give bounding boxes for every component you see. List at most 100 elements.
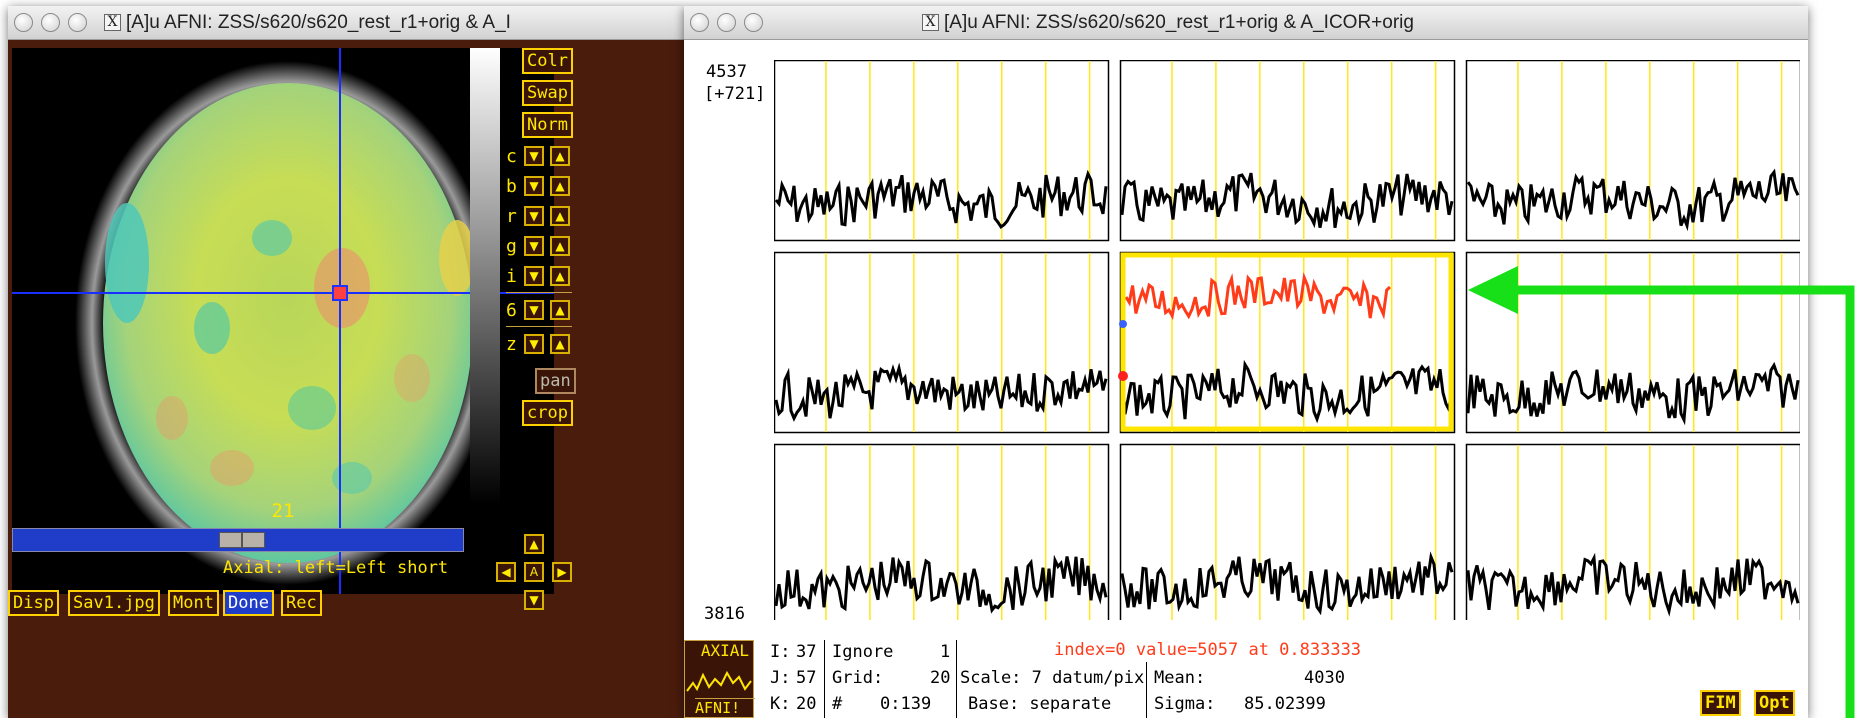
nav-left-arrow-icon[interactable]: ◀ xyxy=(496,562,516,582)
graph-cell xyxy=(773,251,1110,434)
i-up-arrow-icon[interactable]: ▲ xyxy=(550,266,570,286)
six-up-arrow-icon[interactable]: ▲ xyxy=(550,300,570,320)
divider xyxy=(824,640,825,718)
minimize-window-icon[interactable] xyxy=(717,13,736,32)
axial-brain-image[interactable] xyxy=(12,48,554,594)
afni-label: AFNI! xyxy=(695,698,755,717)
selected-voxel-highlight xyxy=(1120,252,1454,432)
minimize-window-icon[interactable] xyxy=(41,13,60,32)
close-window-icon[interactable] xyxy=(14,13,33,32)
x11-icon: X xyxy=(922,14,939,32)
image-viewer-title: [A]u AFNI: ZSS/s620/s620_rest_r1+orig & … xyxy=(126,12,511,33)
time-series-trace xyxy=(1120,359,1454,424)
mean-label: Mean: xyxy=(1154,668,1206,688)
y-axis-range: [+721] xyxy=(704,84,766,104)
y-axis-top-value: 4537 xyxy=(706,62,747,82)
mont-button[interactable]: Mont xyxy=(168,590,219,616)
six-down-arrow-icon[interactable]: ▼ xyxy=(524,300,544,320)
time-marker xyxy=(1119,320,1127,328)
norm-button[interactable]: Norm xyxy=(522,112,573,138)
ignore-value[interactable]: 1 xyxy=(940,642,951,662)
slice-number: 21 xyxy=(271,500,295,522)
graph-cell xyxy=(1119,59,1456,242)
graph-viewer-window: X [A]u AFNI: ZSS/s620/s620_rest_r1+orig &… xyxy=(684,6,1808,718)
index-text: index=0 value=5057 at 0.833333 xyxy=(1054,640,1362,660)
k-value: 20 xyxy=(796,694,817,714)
b-down-arrow-icon[interactable]: ▼ xyxy=(524,176,544,196)
divider xyxy=(1146,662,1147,718)
graph-control-strip: AXIAL AFNI! I: 37 J: 57 K: 20 Ignore 1 G… xyxy=(684,626,1808,718)
range-value[interactable]: 0:139 xyxy=(880,694,932,714)
r-down-arrow-icon[interactable]: ▼ xyxy=(524,206,544,226)
r-up-arrow-icon[interactable]: ▲ xyxy=(550,206,570,226)
grid-value[interactable]: 20 xyxy=(930,668,951,688)
graph-grid[interactable] xyxy=(773,59,1802,626)
axial-thumbnail[interactable]: AXIAL AFNI! xyxy=(684,640,755,718)
time-series-trace xyxy=(774,554,1108,614)
six-label: 6 xyxy=(506,300,517,321)
c-down-arrow-icon[interactable]: ▼ xyxy=(524,146,544,166)
z-down-arrow-icon[interactable]: ▼ xyxy=(524,334,544,354)
graph-cell xyxy=(1119,251,1456,434)
i-label: i xyxy=(506,266,517,287)
image-viewer-titlebar[interactable]: X [A]u AFNI: ZSS/s620/s620_rest_r1+orig &… xyxy=(8,6,684,40)
zoom-window-icon[interactable] xyxy=(744,13,763,32)
disp-button[interactable]: Disp xyxy=(8,590,59,616)
mean-value: 4030 xyxy=(1304,668,1345,688)
graph-cell xyxy=(1119,443,1456,626)
g-label: g xyxy=(506,236,517,257)
y-axis-bottom-value: 3816 xyxy=(704,604,745,624)
grayscale-colorbar[interactable] xyxy=(470,48,500,504)
g-up-arrow-icon[interactable]: ▲ xyxy=(550,236,570,256)
r-label: r xyxy=(506,206,517,227)
nav-right-arrow-icon[interactable]: ▶ xyxy=(552,562,572,582)
z-label: z xyxy=(506,334,517,355)
sav1-jpg-button[interactable]: Sav1.jpg xyxy=(68,590,160,616)
time-series-trace xyxy=(1120,551,1454,616)
time-series-trace xyxy=(774,169,1108,230)
divider xyxy=(956,640,957,718)
graph-grid-svg xyxy=(773,59,1802,626)
nav-center-button[interactable]: A xyxy=(524,562,544,582)
opt-button[interactable]: Opt xyxy=(1754,690,1795,716)
g-down-arrow-icon[interactable]: ▼ xyxy=(524,236,544,256)
slice-slider[interactable] xyxy=(12,528,464,552)
crosshair-center-marker xyxy=(332,285,348,301)
c-up-arrow-icon[interactable]: ▲ xyxy=(550,146,570,166)
z-up-arrow-icon[interactable]: ▲ xyxy=(550,334,570,354)
divider xyxy=(506,292,572,293)
sigma-value: 85.02399 xyxy=(1244,694,1326,714)
b-up-arrow-icon[interactable]: ▲ xyxy=(550,176,570,196)
j-value: 57 xyxy=(796,668,817,688)
k-label: K: xyxy=(770,694,791,714)
nav-down-arrow-icon[interactable]: ▼ xyxy=(524,590,544,610)
swap-button[interactable]: Swap xyxy=(522,80,573,106)
pan-button[interactable]: pan xyxy=(535,368,576,394)
slice-slider-thumb[interactable] xyxy=(219,532,265,548)
i-label: I: xyxy=(770,642,791,662)
time-series-trace xyxy=(774,362,1108,422)
graph-cell xyxy=(1465,59,1802,242)
nav-up-arrow-icon[interactable]: ▲ xyxy=(524,534,544,554)
graph-viewer-titlebar[interactable]: X [A]u AFNI: ZSS/s620/s620_rest_r1+orig &… xyxy=(684,6,1808,40)
ignore-label: Ignore xyxy=(832,642,894,662)
crop-button[interactable]: crop xyxy=(522,400,573,426)
colr-button[interactable]: Colr xyxy=(522,48,573,74)
time-series-trace xyxy=(1124,272,1392,321)
zoom-window-icon[interactable] xyxy=(68,13,87,32)
hash-label: # xyxy=(832,694,843,714)
mini-trace-icon xyxy=(686,670,752,692)
axial-label: AXIAL xyxy=(700,641,749,660)
time-series-trace xyxy=(1120,172,1454,229)
brain-slice-svg xyxy=(12,48,554,594)
divider xyxy=(506,326,572,327)
fim-button[interactable]: FIM xyxy=(1700,690,1741,716)
close-window-icon[interactable] xyxy=(690,13,709,32)
done-button[interactable]: Done xyxy=(223,590,274,616)
graph-viewer-title: [A]u AFNI: ZSS/s620/s620_rest_r1+orig & … xyxy=(944,12,1414,33)
j-label: J: xyxy=(770,668,791,688)
i-down-arrow-icon[interactable]: ▼ xyxy=(524,266,544,286)
rec-button[interactable]: Rec xyxy=(281,590,322,616)
i-value: 37 xyxy=(796,642,817,662)
image-viewer-window: X [A]u AFNI: ZSS/s620/s620_rest_r1+orig &… xyxy=(8,6,684,718)
